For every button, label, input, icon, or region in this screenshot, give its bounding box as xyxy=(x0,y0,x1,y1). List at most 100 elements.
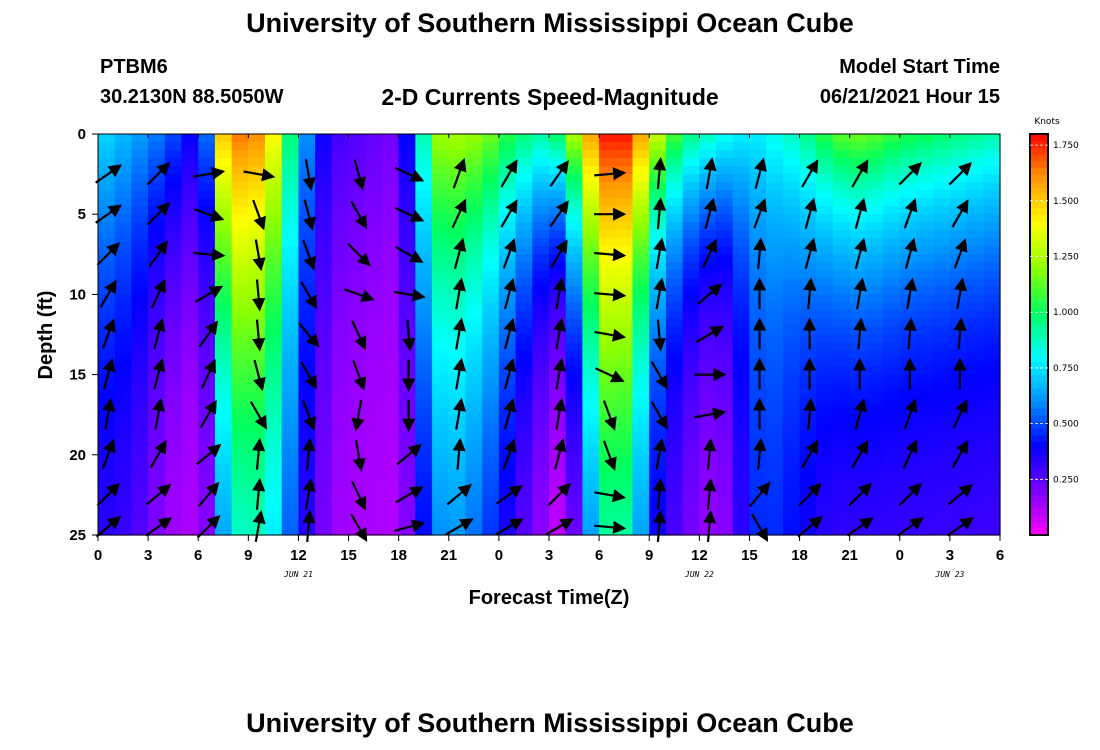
heatmap-cell xyxy=(732,382,751,392)
heatmap-cell xyxy=(983,238,1001,247)
heatmap-cell xyxy=(883,470,901,480)
heatmap-cell xyxy=(515,166,533,175)
heatmap-cell xyxy=(749,390,767,400)
heatmap-cell xyxy=(816,454,834,464)
heatmap-cell xyxy=(432,502,450,512)
heatmap-cell xyxy=(498,246,517,255)
heatmap-cell xyxy=(565,334,583,344)
heatmap-cell xyxy=(682,174,700,183)
heatmap-cell xyxy=(265,374,283,384)
heatmap-cell xyxy=(782,310,801,320)
heatmap-cell xyxy=(515,134,533,143)
heatmap-cell xyxy=(883,142,901,151)
heatmap-cell xyxy=(565,494,583,504)
current-vector xyxy=(953,317,967,350)
model-start-date: 06/21/2021 Hour 15 xyxy=(819,86,1000,108)
heatmap-cell xyxy=(381,150,400,159)
heatmap-cell xyxy=(916,262,934,271)
heatmap-cell xyxy=(782,334,801,344)
heatmap-cell xyxy=(966,494,984,504)
heatmap-cell xyxy=(114,166,132,175)
heatmap-cell xyxy=(782,286,801,295)
current-vector xyxy=(947,483,974,506)
heatmap-cell xyxy=(331,510,350,520)
heatmap-cell xyxy=(565,254,583,263)
heatmap-cell xyxy=(231,278,249,287)
heatmap-cell xyxy=(949,510,968,520)
heatmap-cell xyxy=(515,366,533,376)
current-vector xyxy=(252,239,266,272)
heatmap-cell xyxy=(498,486,517,496)
heatmap-cell xyxy=(532,430,550,440)
heatmap-cell xyxy=(582,470,600,480)
heatmap-cell xyxy=(465,286,483,295)
heatmap-cell xyxy=(231,166,249,175)
heatmap-cell xyxy=(181,230,199,239)
heatmap-cell xyxy=(331,390,350,400)
heatmap-cell xyxy=(615,158,634,167)
heatmap-cell xyxy=(231,198,249,207)
heatmap-cell xyxy=(98,326,116,336)
heatmap-cell xyxy=(549,526,567,536)
heatmap-cell xyxy=(298,230,316,239)
heatmap-cell xyxy=(599,494,617,504)
heatmap-cell xyxy=(582,270,600,279)
heatmap-cell xyxy=(164,318,183,328)
heatmap-cell xyxy=(131,374,149,384)
heatmap-cell xyxy=(899,326,918,336)
heatmap-cell xyxy=(933,478,951,488)
heatmap-cell xyxy=(749,270,767,279)
heatmap-cell xyxy=(632,502,650,512)
heatmap-cell xyxy=(766,294,784,304)
heatmap-cell xyxy=(164,262,183,271)
heatmap-cell xyxy=(983,270,1001,279)
heatmap-cell xyxy=(265,158,283,167)
heatmap-cell xyxy=(198,278,216,287)
heatmap-cell xyxy=(515,182,533,191)
current-vector xyxy=(854,197,868,229)
heatmap-cell xyxy=(148,462,166,472)
heatmap-cell xyxy=(665,382,684,392)
heatmap-cell xyxy=(498,406,517,416)
heatmap-cell xyxy=(348,190,366,199)
heatmap-cell xyxy=(916,190,934,199)
heatmap-cell xyxy=(899,510,918,520)
heatmap-cell xyxy=(699,414,717,424)
heatmap-cell xyxy=(515,270,533,279)
heatmap-cell xyxy=(381,190,400,199)
heatmap-cell xyxy=(565,382,583,392)
heatmap-cell xyxy=(265,454,283,464)
heatmap-cell xyxy=(265,166,283,175)
heatmap-cell xyxy=(966,414,984,424)
heatmap-cell xyxy=(131,486,149,496)
heatmap-cell xyxy=(799,430,817,440)
heatmap-cell xyxy=(164,438,183,448)
current-vector xyxy=(803,397,817,430)
heatmap-cell xyxy=(114,238,132,247)
heatmap-cell xyxy=(214,270,233,279)
heatmap-cell xyxy=(849,198,867,207)
heatmap-cell xyxy=(315,238,333,247)
heatmap-cell xyxy=(114,382,132,392)
heatmap-cell xyxy=(281,358,300,368)
heatmap-cell xyxy=(665,390,684,400)
heatmap-cell xyxy=(248,230,266,239)
heatmap-cell xyxy=(682,166,700,175)
heatmap-cell xyxy=(632,302,650,312)
heatmap-cell xyxy=(281,430,300,440)
heatmap-cell xyxy=(933,190,951,199)
heatmap-cell xyxy=(164,414,183,424)
heatmap-cell xyxy=(816,142,834,151)
heatmap-cell xyxy=(949,278,968,287)
heatmap-cell xyxy=(515,518,533,528)
heatmap-cell xyxy=(766,222,784,231)
current-vector xyxy=(495,485,524,505)
heatmap-cell xyxy=(498,190,517,199)
date-labels: JUN 21 JUN 22 JUN 23 xyxy=(283,570,965,579)
heatmap-cell xyxy=(816,198,834,207)
heatmap-cell xyxy=(181,142,199,151)
heatmap-cell xyxy=(749,430,767,440)
heatmap-cell xyxy=(482,150,500,159)
heatmap-cell xyxy=(899,502,918,512)
heatmap-cell xyxy=(281,438,300,448)
